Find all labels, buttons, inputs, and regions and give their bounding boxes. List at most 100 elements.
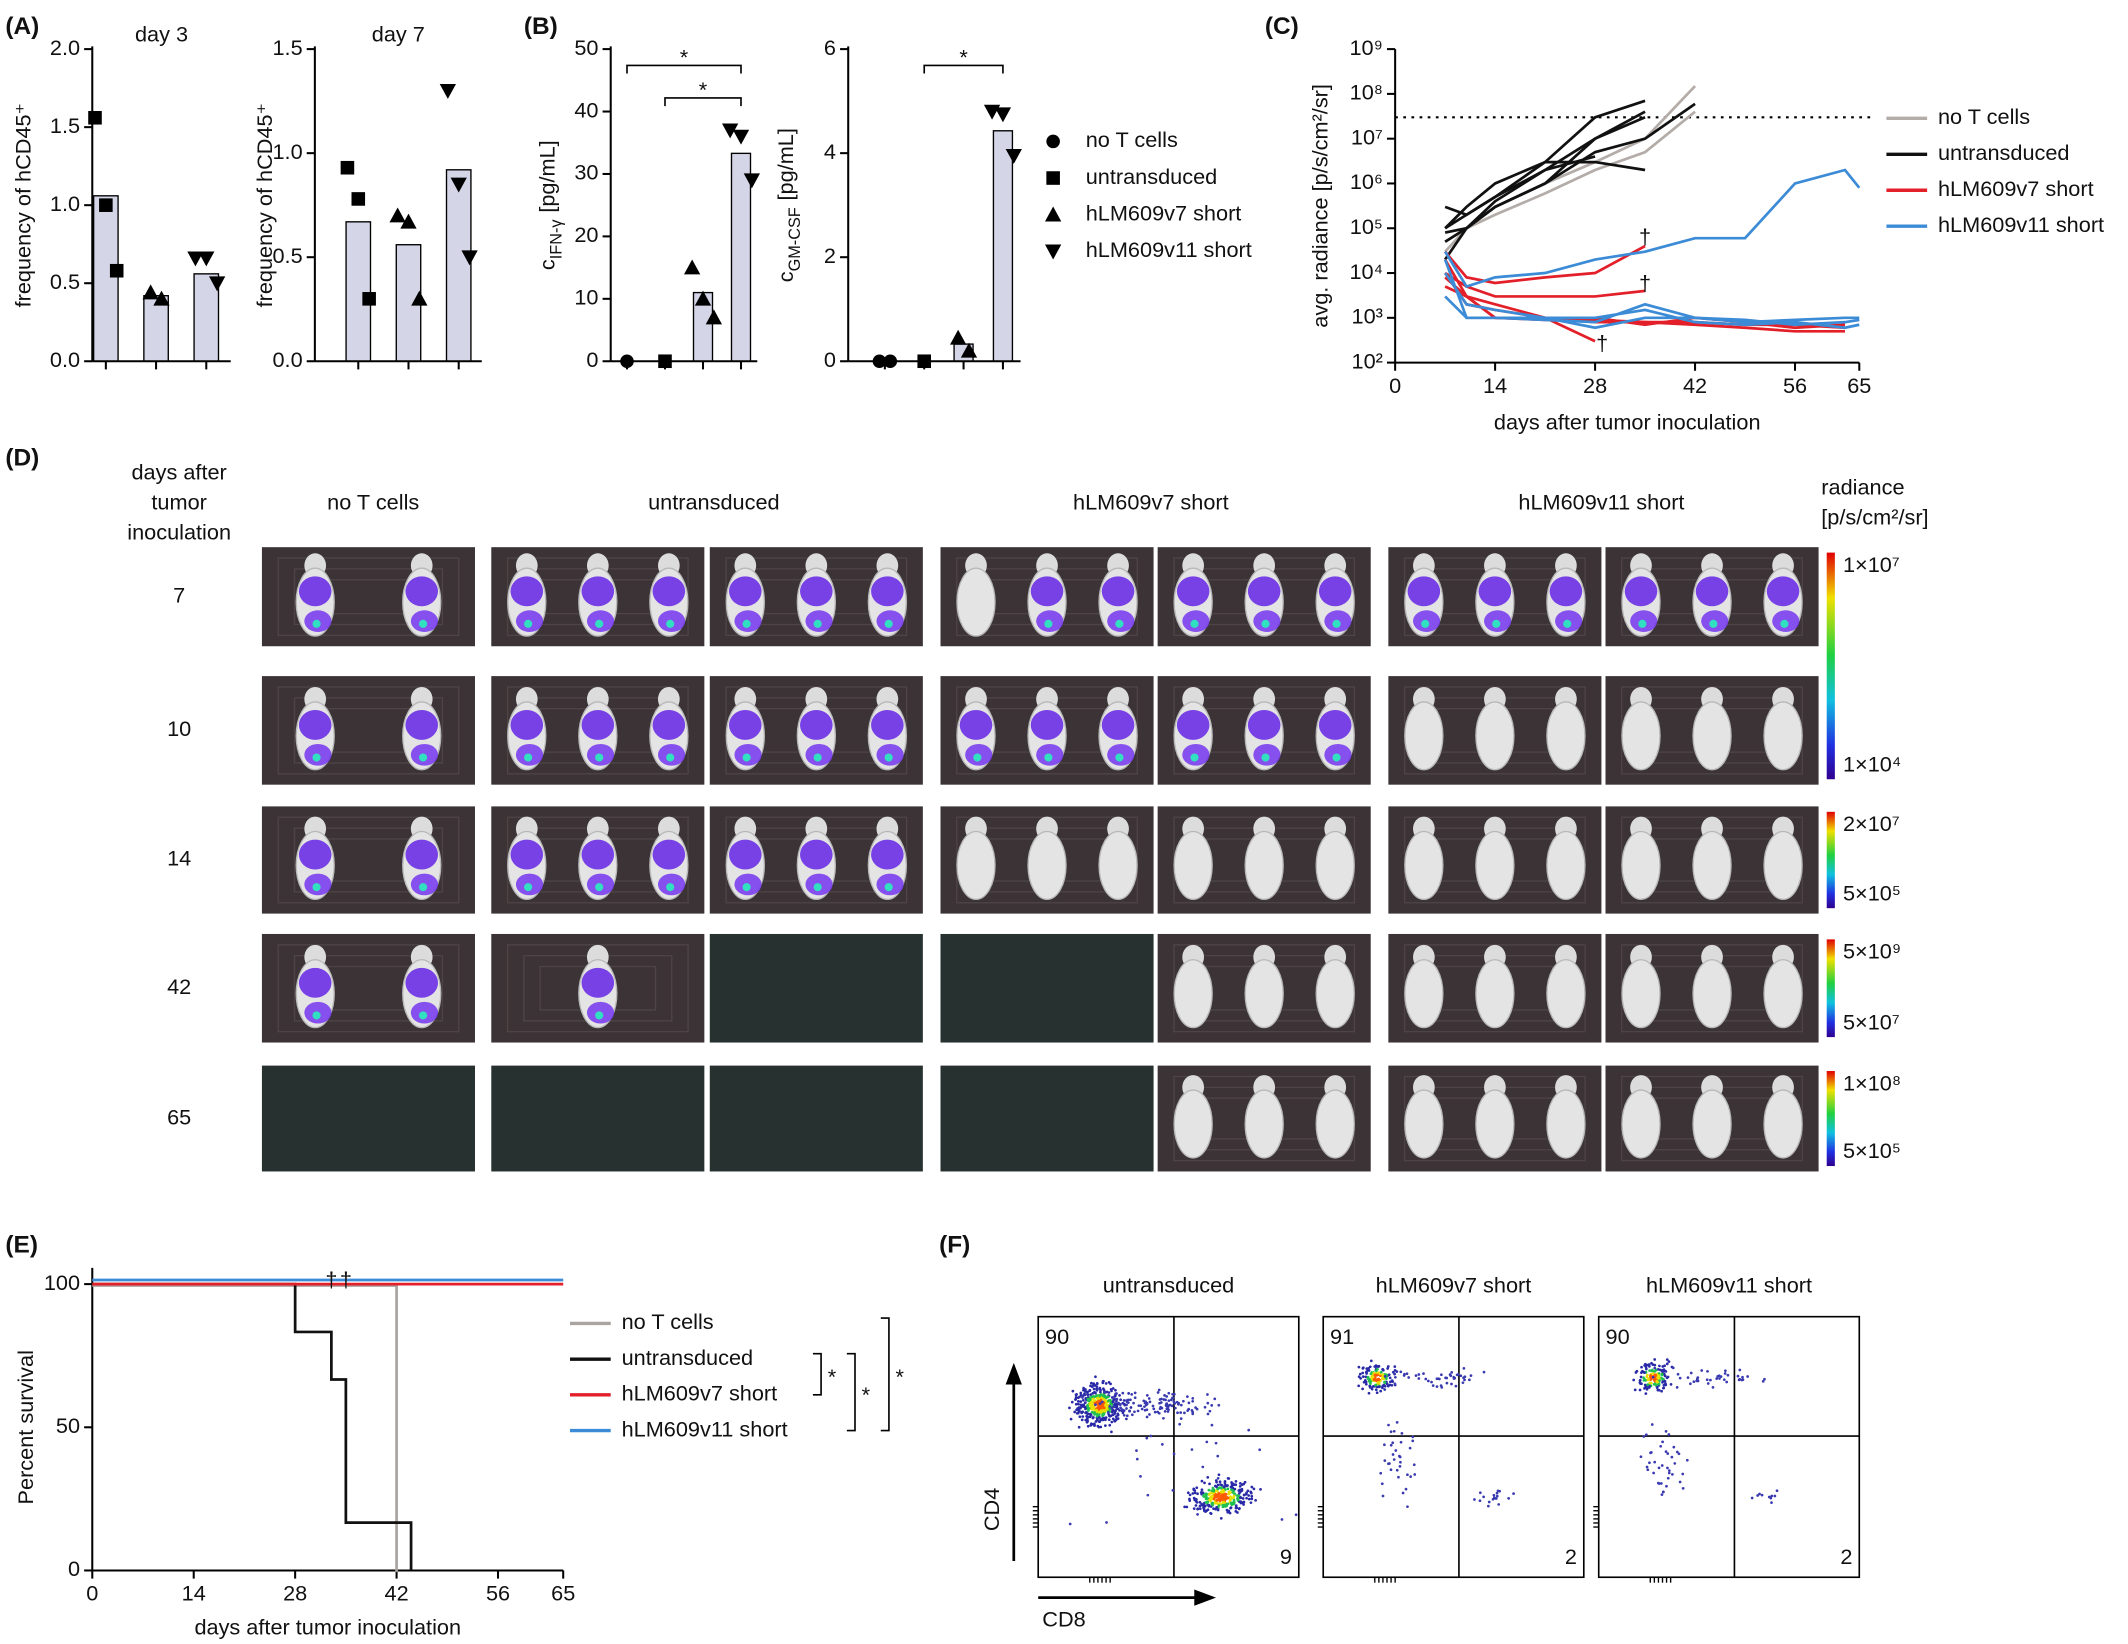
event-dot <box>1706 1369 1709 1373</box>
event-dot <box>1179 1403 1183 1407</box>
event-dot <box>1191 1412 1195 1416</box>
event-dot <box>1678 1480 1682 1484</box>
event-dot <box>1183 1505 1187 1509</box>
event-dot <box>1370 1387 1374 1391</box>
point <box>732 129 750 145</box>
legend-label: untransduced <box>622 1345 754 1370</box>
legend-label: untransduced <box>1938 140 2070 165</box>
signal-hot <box>813 753 822 762</box>
y-label-main: c <box>773 271 798 282</box>
plot-frame <box>1597 1315 1861 1579</box>
event-dot <box>1158 1407 1162 1411</box>
event-dot <box>1147 1397 1151 1400</box>
signal <box>581 967 615 998</box>
event-dot <box>1689 1371 1693 1375</box>
event-dot <box>1741 1375 1744 1379</box>
scale-title: radiance <box>1821 475 1904 500</box>
event-dot <box>1482 1370 1486 1374</box>
event-dot <box>1216 1487 1220 1491</box>
event-dot <box>1247 1494 1250 1497</box>
event-dot <box>1252 1487 1256 1491</box>
event-dot <box>1226 1510 1230 1514</box>
row-day: 10 <box>167 716 191 741</box>
point <box>1045 206 1062 222</box>
event-dot <box>1089 1404 1092 1408</box>
significance-bracket <box>664 97 742 107</box>
event-dot <box>1435 1385 1439 1388</box>
chart-title: day 7 <box>372 21 425 46</box>
signal <box>1766 576 1800 607</box>
event-dot <box>1726 1373 1730 1377</box>
point <box>1005 148 1022 164</box>
event-dot <box>1663 1369 1667 1373</box>
x-tick-label: 0 <box>1389 373 1401 398</box>
event-dot <box>1394 1449 1398 1452</box>
bar <box>143 295 169 362</box>
event-dot <box>1422 1372 1425 1376</box>
event-dot <box>1116 1407 1120 1411</box>
mouse-body <box>1621 959 1661 1029</box>
x-tick-label: 28 <box>1583 373 1607 398</box>
signal <box>729 576 762 607</box>
event-dot <box>1120 1408 1124 1411</box>
signal-hot <box>742 619 751 628</box>
event-dot <box>1130 1392 1134 1396</box>
point <box>450 177 467 193</box>
point <box>994 107 1012 123</box>
event-dot <box>1113 1419 1116 1423</box>
event-dot <box>1220 1483 1224 1487</box>
event-dot <box>1405 1372 1409 1376</box>
signal <box>581 576 615 607</box>
row-header: days after <box>131 460 226 485</box>
mouse-body <box>1546 1089 1586 1159</box>
y-axis-label: frequency of hCD45⁺ <box>252 103 277 307</box>
event-dot <box>1196 1512 1199 1516</box>
event-dot <box>1074 1398 1077 1401</box>
y-tick-label: 10⁹ <box>1349 35 1382 60</box>
event-dot <box>1173 1402 1177 1405</box>
y-tick-label: 40 <box>574 97 598 122</box>
event-dot <box>1217 1473 1221 1477</box>
event-dot <box>1100 1418 1104 1422</box>
event-dot <box>1487 1500 1491 1504</box>
event-dot <box>1110 1396 1114 1399</box>
event-dot <box>1121 1411 1125 1415</box>
event-dot <box>1449 1374 1453 1378</box>
mouse-body <box>1173 959 1213 1029</box>
event-dot <box>1171 1488 1175 1492</box>
event-dot <box>1367 1367 1370 1370</box>
event-dot <box>1461 1381 1465 1385</box>
event-dot <box>1198 1500 1202 1504</box>
signal-hot <box>524 619 533 628</box>
event-dot <box>1106 1395 1110 1399</box>
event-dot <box>1148 1413 1151 1416</box>
event-dot <box>1125 1403 1128 1407</box>
signal <box>800 576 833 607</box>
event-dot <box>1136 1409 1140 1413</box>
event-dot <box>1145 1415 1149 1419</box>
signal-hot <box>312 753 321 762</box>
tile-grid <box>293 697 444 764</box>
event-dot <box>1404 1487 1408 1491</box>
event-dot <box>1186 1409 1190 1413</box>
y-tick-label: 1.0 <box>272 139 302 164</box>
event-dot <box>1741 1378 1745 1382</box>
event-dot <box>1400 1432 1404 1435</box>
event-dot <box>1182 1399 1185 1403</box>
event-dot <box>1122 1399 1126 1402</box>
y-label-main: c <box>534 259 559 270</box>
signal-hot <box>419 883 428 892</box>
event-dot <box>1669 1383 1673 1386</box>
event-dot <box>1118 1402 1122 1406</box>
event-dot <box>1186 1491 1190 1495</box>
event-dot <box>1644 1367 1648 1371</box>
scale-top: 1×10⁸ <box>1843 1070 1901 1095</box>
event-dot <box>1643 1371 1646 1374</box>
signal <box>405 967 439 998</box>
event-dot <box>1667 1360 1671 1363</box>
annotation: † <box>325 1267 337 1292</box>
event-dot <box>1390 1379 1394 1382</box>
event-dot <box>1098 1416 1101 1419</box>
signal-hot <box>1261 619 1270 628</box>
legend-label: hLM609v7 short <box>1086 200 1242 225</box>
